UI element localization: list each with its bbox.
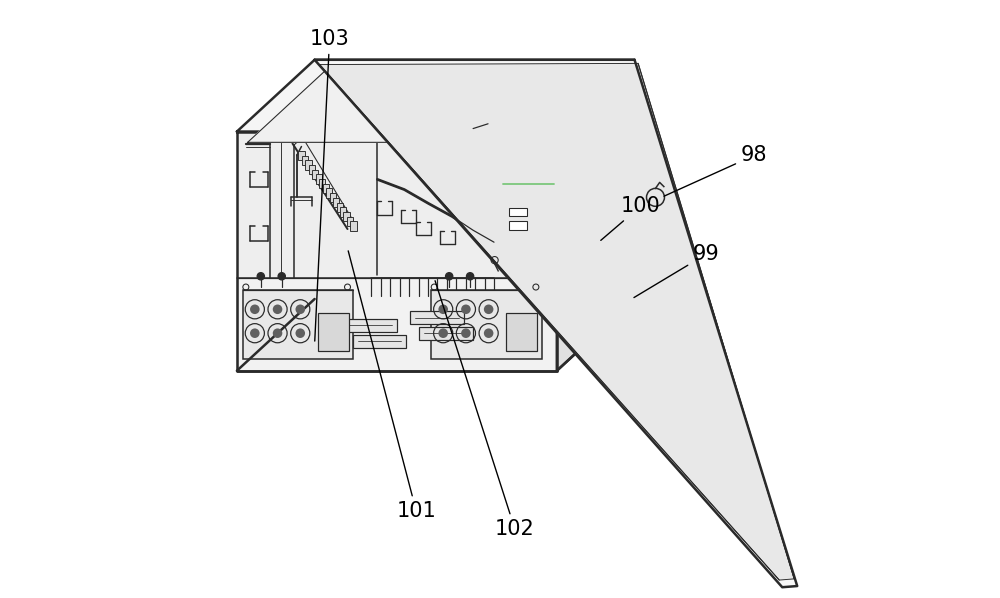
Bar <box>350 221 357 231</box>
Circle shape <box>273 328 282 338</box>
Bar <box>410 311 464 324</box>
Bar <box>326 188 332 198</box>
Bar <box>302 155 308 165</box>
Bar <box>503 184 554 244</box>
Bar <box>323 184 329 193</box>
Circle shape <box>273 304 282 314</box>
Bar <box>343 212 350 221</box>
Circle shape <box>257 273 264 280</box>
Polygon shape <box>237 132 557 371</box>
Bar <box>309 165 315 174</box>
Bar <box>298 151 305 160</box>
Bar <box>243 290 353 359</box>
Text: 98: 98 <box>664 145 767 196</box>
Polygon shape <box>557 60 635 371</box>
Polygon shape <box>315 60 797 587</box>
Circle shape <box>467 273 474 280</box>
Polygon shape <box>237 60 635 132</box>
Circle shape <box>278 273 285 280</box>
Bar <box>337 203 343 212</box>
Circle shape <box>461 304 471 314</box>
Text: 99: 99 <box>634 244 720 298</box>
Circle shape <box>295 304 305 314</box>
Polygon shape <box>319 63 794 580</box>
Text: 101: 101 <box>348 251 436 521</box>
Bar <box>333 198 339 207</box>
Bar <box>316 175 322 184</box>
Bar <box>419 327 473 340</box>
Circle shape <box>484 328 493 338</box>
Polygon shape <box>237 278 557 371</box>
Text: 103: 103 <box>310 29 349 341</box>
Bar <box>353 335 406 348</box>
Text: 102: 102 <box>435 280 535 539</box>
Bar <box>509 221 527 230</box>
Circle shape <box>438 304 448 314</box>
Bar <box>319 179 325 188</box>
Polygon shape <box>248 71 624 142</box>
Bar <box>431 290 542 359</box>
Circle shape <box>295 328 305 338</box>
Circle shape <box>461 328 471 338</box>
Circle shape <box>446 273 453 280</box>
Bar <box>312 170 318 179</box>
Circle shape <box>250 304 260 314</box>
Bar <box>347 216 353 226</box>
Circle shape <box>438 328 448 338</box>
Circle shape <box>250 328 260 338</box>
Bar <box>330 193 336 203</box>
Bar <box>509 208 527 216</box>
Bar <box>340 208 346 216</box>
Bar <box>318 313 349 350</box>
Bar <box>345 319 397 332</box>
Bar <box>305 160 312 170</box>
Text: 100: 100 <box>601 196 660 240</box>
Circle shape <box>484 304 493 314</box>
Bar <box>506 313 537 350</box>
